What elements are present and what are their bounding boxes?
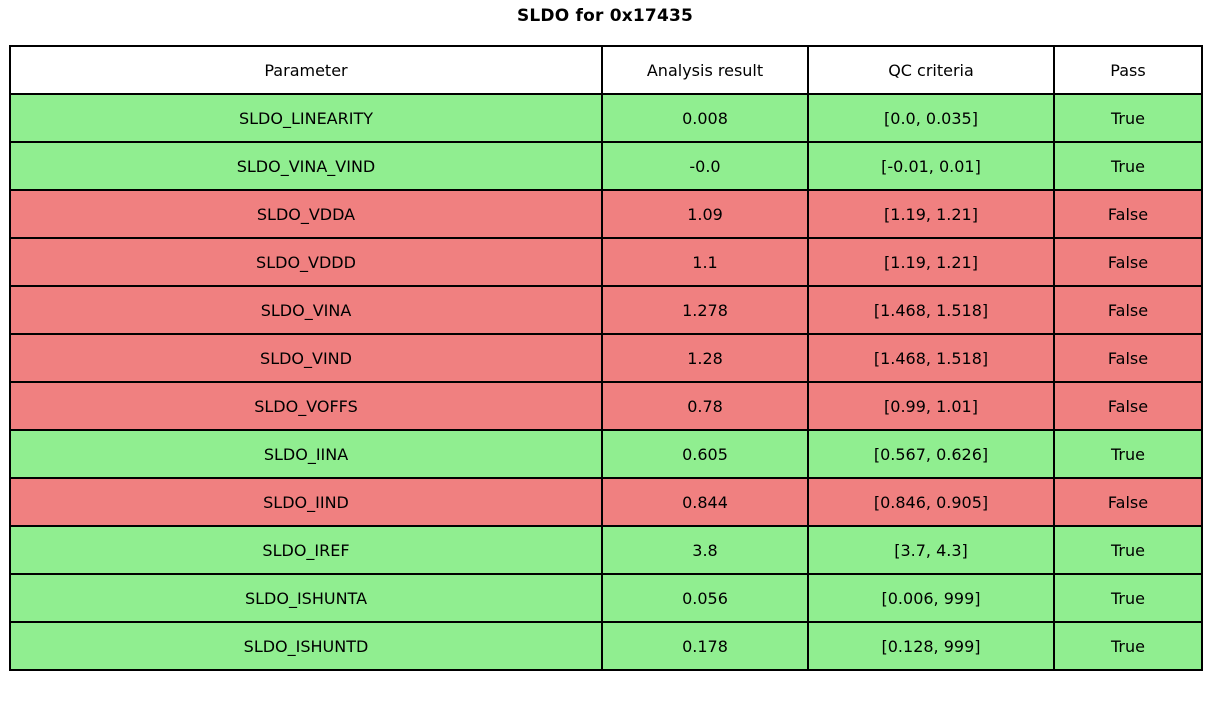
pass-cell: False (1053, 285, 1203, 335)
result-cell: 1.28 (601, 333, 809, 383)
criteria-cell: [1.19, 1.21] (807, 189, 1055, 239)
parameter-cell: SLDO_ISHUNTA (9, 573, 603, 623)
parameter-cell: SLDO_IINA (9, 429, 603, 479)
parameter-cell: SLDO_VDDD (9, 237, 603, 287)
table-row: SLDO_VINA 1.278 [1.468, 1.518] False (9, 285, 1203, 335)
header-qc-criteria: QC criteria (807, 45, 1055, 95)
parameter-cell: SLDO_IIND (9, 477, 603, 527)
pass-cell: True (1053, 429, 1203, 479)
pass-cell: False (1053, 477, 1203, 527)
criteria-cell: [0.0, 0.035] (807, 93, 1055, 143)
parameter-cell: SLDO_VOFFS (9, 381, 603, 431)
parameter-cell: SLDO_ISHUNTD (9, 621, 603, 671)
table-row: SLDO_ISHUNTD 0.178 [0.128, 999] True (9, 621, 1203, 671)
criteria-cell: [3.7, 4.3] (807, 525, 1055, 575)
result-cell: 0.844 (601, 477, 809, 527)
table-row: SLDO_VOFFS 0.78 [0.99, 1.01] False (9, 381, 1203, 431)
table-row: SLDO_VDDD 1.1 [1.19, 1.21] False (9, 237, 1203, 287)
criteria-cell: [-0.01, 0.01] (807, 141, 1055, 191)
header-parameter: Parameter (9, 45, 603, 95)
table-row: SLDO_VIND 1.28 [1.468, 1.518] False (9, 333, 1203, 383)
pass-cell: False (1053, 237, 1203, 287)
table-body: SLDO_LINEARITY 0.008 [0.0, 0.035] True SLDO_… (9, 93, 1203, 671)
pass-cell: True (1053, 93, 1203, 143)
criteria-cell: [0.846, 0.905] (807, 477, 1055, 527)
pass-cell: True (1053, 573, 1203, 623)
table-row: SLDO_VINA_VIND -0.0 [-0.01, 0.01] True (9, 141, 1203, 191)
parameter-cell: SLDO_VINA (9, 285, 603, 335)
parameter-cell: SLDO_VDDA (9, 189, 603, 239)
result-cell: -0.0 (601, 141, 809, 191)
result-cell: 0.008 (601, 93, 809, 143)
pass-cell: True (1053, 525, 1203, 575)
pass-cell: False (1053, 189, 1203, 239)
criteria-cell: [0.128, 999] (807, 621, 1055, 671)
table-header: Parameter Analysis result QC criteria Pa… (9, 45, 1203, 95)
parameter-cell: SLDO_LINEARITY (9, 93, 603, 143)
table-row: SLDO_LINEARITY 0.008 [0.0, 0.035] True (9, 93, 1203, 143)
pass-cell: True (1053, 141, 1203, 191)
qc-results-table: Parameter Analysis result QC criteria Pa… (9, 45, 1203, 671)
criteria-cell: [0.567, 0.626] (807, 429, 1055, 479)
chart-title: SLDO for 0x17435 (516, 6, 694, 26)
result-cell: 0.605 (601, 429, 809, 479)
result-cell: 1.09 (601, 189, 809, 239)
criteria-cell: [1.468, 1.518] (807, 285, 1055, 335)
pass-cell: True (1053, 621, 1203, 671)
table-row: SLDO_VDDA 1.09 [1.19, 1.21] False (9, 189, 1203, 239)
result-cell: 0.78 (601, 381, 809, 431)
result-cell: 0.056 (601, 573, 809, 623)
parameter-cell: SLDO_VINA_VIND (9, 141, 603, 191)
result-cell: 1.1 (601, 237, 809, 287)
header-analysis-result: Analysis result (601, 45, 809, 95)
pass-cell: False (1053, 333, 1203, 383)
result-cell: 0.178 (601, 621, 809, 671)
criteria-cell: [1.19, 1.21] (807, 237, 1055, 287)
parameter-cell: SLDO_IREF (9, 525, 603, 575)
criteria-cell: [0.006, 999] (807, 573, 1055, 623)
table-row: SLDO_ISHUNTA 0.056 [0.006, 999] True (9, 573, 1203, 623)
header-row: Parameter Analysis result QC criteria Pa… (9, 45, 1203, 95)
table-row: SLDO_IREF 3.8 [3.7, 4.3] True (9, 525, 1203, 575)
result-cell: 3.8 (601, 525, 809, 575)
table-row: SLDO_IIND 0.844 [0.846, 0.905] False (9, 477, 1203, 527)
criteria-cell: [0.99, 1.01] (807, 381, 1055, 431)
table-row: SLDO_IINA 0.605 [0.567, 0.626] True (9, 429, 1203, 479)
parameter-cell: SLDO_VIND (9, 333, 603, 383)
pass-cell: False (1053, 381, 1203, 431)
header-pass: Pass (1053, 45, 1203, 95)
criteria-cell: [1.468, 1.518] (807, 333, 1055, 383)
result-cell: 1.278 (601, 285, 809, 335)
